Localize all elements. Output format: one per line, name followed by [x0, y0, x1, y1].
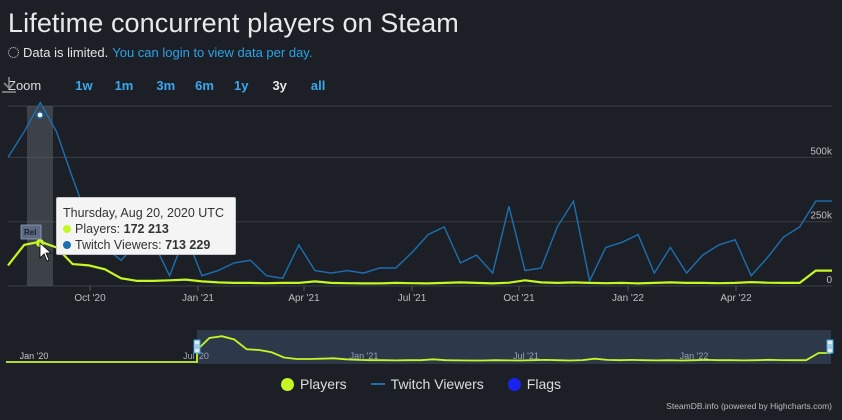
- twitch-hover-marker: [36, 111, 44, 119]
- zoom-1y-button[interactable]: 1y: [233, 78, 249, 93]
- x-tick-label: Jan '21: [182, 293, 214, 304]
- tooltip-twitch-label: Twitch Viewers:: [75, 238, 162, 252]
- zoom-3m-button[interactable]: 3m: [156, 78, 176, 93]
- y-tick-label: 500k: [810, 146, 833, 157]
- cursor-icon: [39, 242, 53, 262]
- twitch-legend-icon: [370, 383, 385, 385]
- y-tick-label: 250k: [810, 211, 833, 222]
- navigator-right-handle[interactable]: [826, 339, 834, 354]
- tooltip-players-value: 172 213: [123, 222, 169, 236]
- tooltip-players-label: Players:: [75, 222, 121, 236]
- zoom-all-button[interactable]: all: [310, 78, 326, 93]
- chart-tooltip: Thursday, Aug 20, 2020 UTC Players: 172 …: [56, 197, 236, 255]
- tooltip-twitch-row: Twitch Viewers: 713 229: [63, 237, 235, 253]
- navigator-label: Jan '22: [680, 351, 709, 361]
- tooltip-date: Thursday, Aug 20, 2020 UTC: [63, 206, 224, 220]
- navigator-labels: Jan '20 Jul '20 Jan '21 Jul '21 Jan '22: [20, 351, 709, 361]
- navigator-label: Jan '20: [20, 351, 49, 361]
- legend-flags[interactable]: Flags: [507, 376, 562, 392]
- x-tick-label: Oct '21: [503, 293, 535, 304]
- navigator-label: Jul '20: [183, 351, 209, 361]
- credit-text: SteamDB.info (powered by Highcharts.com): [666, 401, 832, 411]
- x-tick-label: Jul '21: [398, 293, 427, 304]
- download-icon[interactable]: [0, 76, 18, 94]
- players-line: [7, 240, 832, 285]
- release-flag[interactable]: Rel: [20, 224, 42, 240]
- limited-data-icon: [8, 47, 19, 58]
- players-dot-icon: [63, 225, 71, 233]
- navigator-label: Jul '21: [513, 351, 539, 361]
- zoom-6m-button[interactable]: 6m: [195, 78, 214, 93]
- x-tick-label: Oct '20: [74, 293, 106, 304]
- x-tick-label: Apr '22: [720, 293, 752, 304]
- players-legend-icon: [280, 377, 294, 391]
- x-tick-label: Jan '22: [612, 293, 644, 304]
- notice-text: Data is limited.: [23, 45, 109, 60]
- tooltip-twitch-value: 713 229: [165, 238, 211, 252]
- release-flag-label: Rel: [24, 228, 36, 237]
- legend-players[interactable]: Players: [280, 376, 347, 392]
- twitch-dot-icon: [63, 241, 71, 249]
- data-notice: Data is limited. You can login to view d…: [8, 45, 312, 60]
- flags-legend-icon: [507, 377, 521, 391]
- legend-flags-label: Flags: [526, 376, 562, 392]
- zoom-3y-button[interactable]: 3y: [272, 78, 287, 93]
- y-axis-labels: 0 250k 500k: [810, 146, 833, 286]
- legend-twitch-label: Twitch Viewers: [390, 376, 484, 392]
- x-tick-label: Apr '21: [288, 293, 320, 304]
- legend-twitch[interactable]: Twitch Viewers: [370, 376, 484, 392]
- navigator-players-line: [6, 335, 831, 363]
- zoom-label: Zoom: [8, 78, 42, 93]
- page-title: Lifetime concurrent players on Steam: [8, 8, 459, 38]
- tooltip-players-row: Players: 172 213: [63, 221, 235, 237]
- zoom-bar: Zoom 1w 1m 3m 6m 1y 3y all: [8, 78, 325, 93]
- login-link[interactable]: You can login to view data per day.: [112, 45, 313, 60]
- legend-players-label: Players: [299, 376, 347, 392]
- y-tick-label: 0: [826, 275, 832, 286]
- chart-grid: [8, 105, 832, 287]
- navigator-left-handle[interactable]: [193, 339, 201, 354]
- zoom-1w-button[interactable]: 1w: [75, 78, 93, 93]
- hover-band: [27, 106, 53, 286]
- zoom-1m-button[interactable]: 1m: [114, 78, 134, 93]
- navigator-label: Jan '21: [350, 351, 379, 361]
- chart-legend: Players Twitch Viewers Flags: [0, 376, 842, 392]
- x-axis-labels: Oct '20 Jan '21 Apr '21 Jul '21 Oct '21 Jan '…: [74, 286, 752, 304]
